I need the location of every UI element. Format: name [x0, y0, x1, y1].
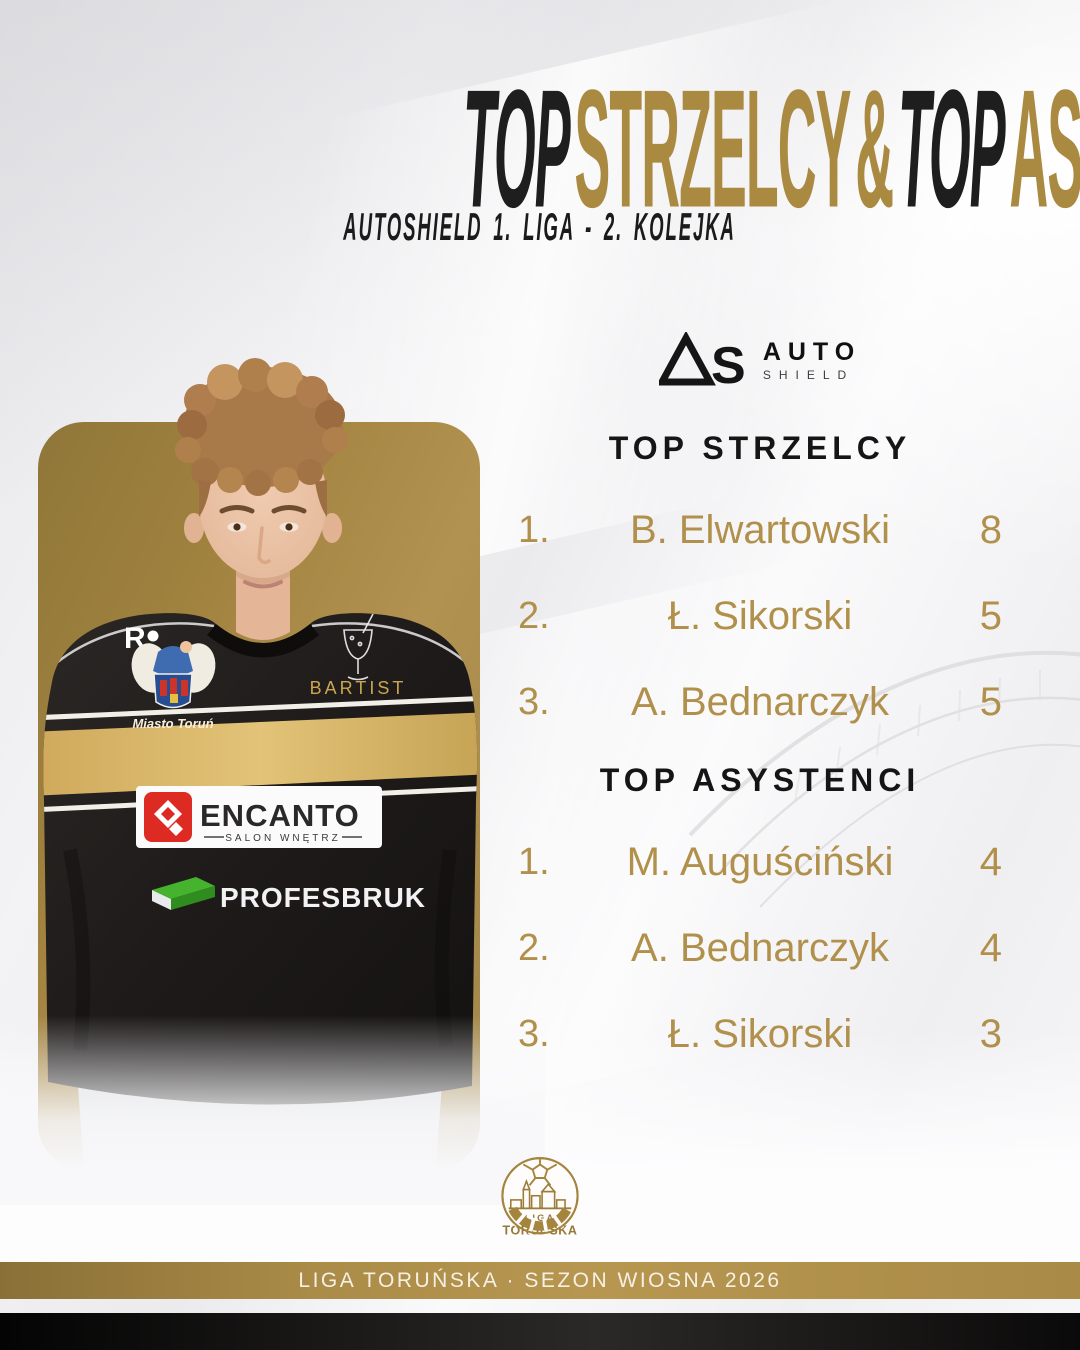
- autoshield-word-auto: AUTO: [762, 337, 862, 366]
- rank-number: 1.: [518, 840, 550, 883]
- assists-count: 4: [979, 839, 1002, 884]
- autoshield-word-shield: SHIELD: [762, 367, 855, 382]
- player-name: Ł. Sikorski: [667, 1011, 853, 1056]
- assists-list: 1. M. Auguściński 4 2. A. Bednarczyk 4 3…: [500, 836, 1020, 1060]
- photo-bottom-fade: [0, 1015, 545, 1205]
- player-hair: [175, 358, 348, 517]
- subtitle: AUTOSHIELD 1. LIGA - 2. KOLEJKA: [0, 206, 1080, 249]
- rank-number: 1.: [518, 508, 550, 551]
- scorer-row: 1. B. Elwartowski 8: [500, 504, 1020, 556]
- profesbruk-text: PROFESBRUK: [220, 882, 426, 913]
- player-name: M. Auguściński: [626, 839, 894, 884]
- bartist-text: BARTIST: [310, 678, 407, 698]
- autoshield-wordmark: AUTO SHIELD: [762, 337, 862, 382]
- assist-row: 2. A. Bednarczyk 4: [500, 922, 1020, 974]
- rank-number: 2.: [518, 926, 550, 969]
- assists-heading: TOP ASYSTENCI: [599, 762, 921, 798]
- encanto-sponsor: ENCANTO SALON WNĘTRZ: [136, 786, 382, 848]
- city-crest: Miasto Toruń: [131, 641, 216, 731]
- subtitle-text: AUTOSHIELD 1. LIGA - 2. KOLEJKA: [343, 206, 737, 249]
- rankings-column: S AUTO SHIELD TOP STRZELCY 1. B. Elwarto…: [500, 332, 1020, 1060]
- rank-number: 3.: [518, 1012, 550, 1055]
- footer-black-bar: [0, 1313, 1080, 1350]
- footer-gold-bar: LIGA TORUŃSKA · SEZON WIOSNA 2026: [0, 1262, 1080, 1299]
- goals-count: 5: [979, 679, 1002, 724]
- scorer-row: 2. Ł. Sikorski 5: [500, 590, 1020, 642]
- player-name: Ł. Sikorski: [667, 593, 853, 638]
- rank-number: 2.: [518, 594, 550, 637]
- player-name: A. Bednarczyk: [631, 925, 889, 970]
- assists-count: 4: [979, 925, 1002, 970]
- player-name: B. Elwartowski: [629, 507, 891, 552]
- assist-row: 1. M. Auguściński 4: [500, 836, 1020, 888]
- goals-count: 8: [979, 507, 1002, 552]
- autoshield-logo: S AUTO SHIELD: [500, 332, 1020, 388]
- scorers-list: 1. B. Elwartowski 8 2. Ł. Sikorski 5 3. …: [500, 504, 1020, 728]
- scorer-row: 3. A. Bednarczyk 5: [500, 676, 1020, 728]
- assists-count: 3: [979, 1011, 1002, 1056]
- scorers-heading: TOP STRZELCY: [608, 430, 912, 466]
- footer-text: LIGA TORUŃSKA · SEZON WIOSNA 2026: [298, 1268, 782, 1292]
- autoshield-mark-icon: S: [658, 332, 746, 388]
- liga-torunska-badge: LIGA TORUŃSKA: [501, 1157, 579, 1237]
- player-name: A. Bednarczyk: [631, 679, 889, 724]
- goals-count: 5: [979, 593, 1002, 638]
- autoshield-mark-s: S: [711, 337, 746, 388]
- encanto-sub-text: SALON WNĘTRZ: [225, 833, 340, 844]
- assist-row: 3. Ł. Sikorski 3: [500, 1008, 1020, 1060]
- crest-caption: Miasto Toruń: [132, 716, 213, 731]
- encanto-text: ENCANTO: [200, 798, 360, 833]
- rank-number: 3.: [518, 680, 550, 723]
